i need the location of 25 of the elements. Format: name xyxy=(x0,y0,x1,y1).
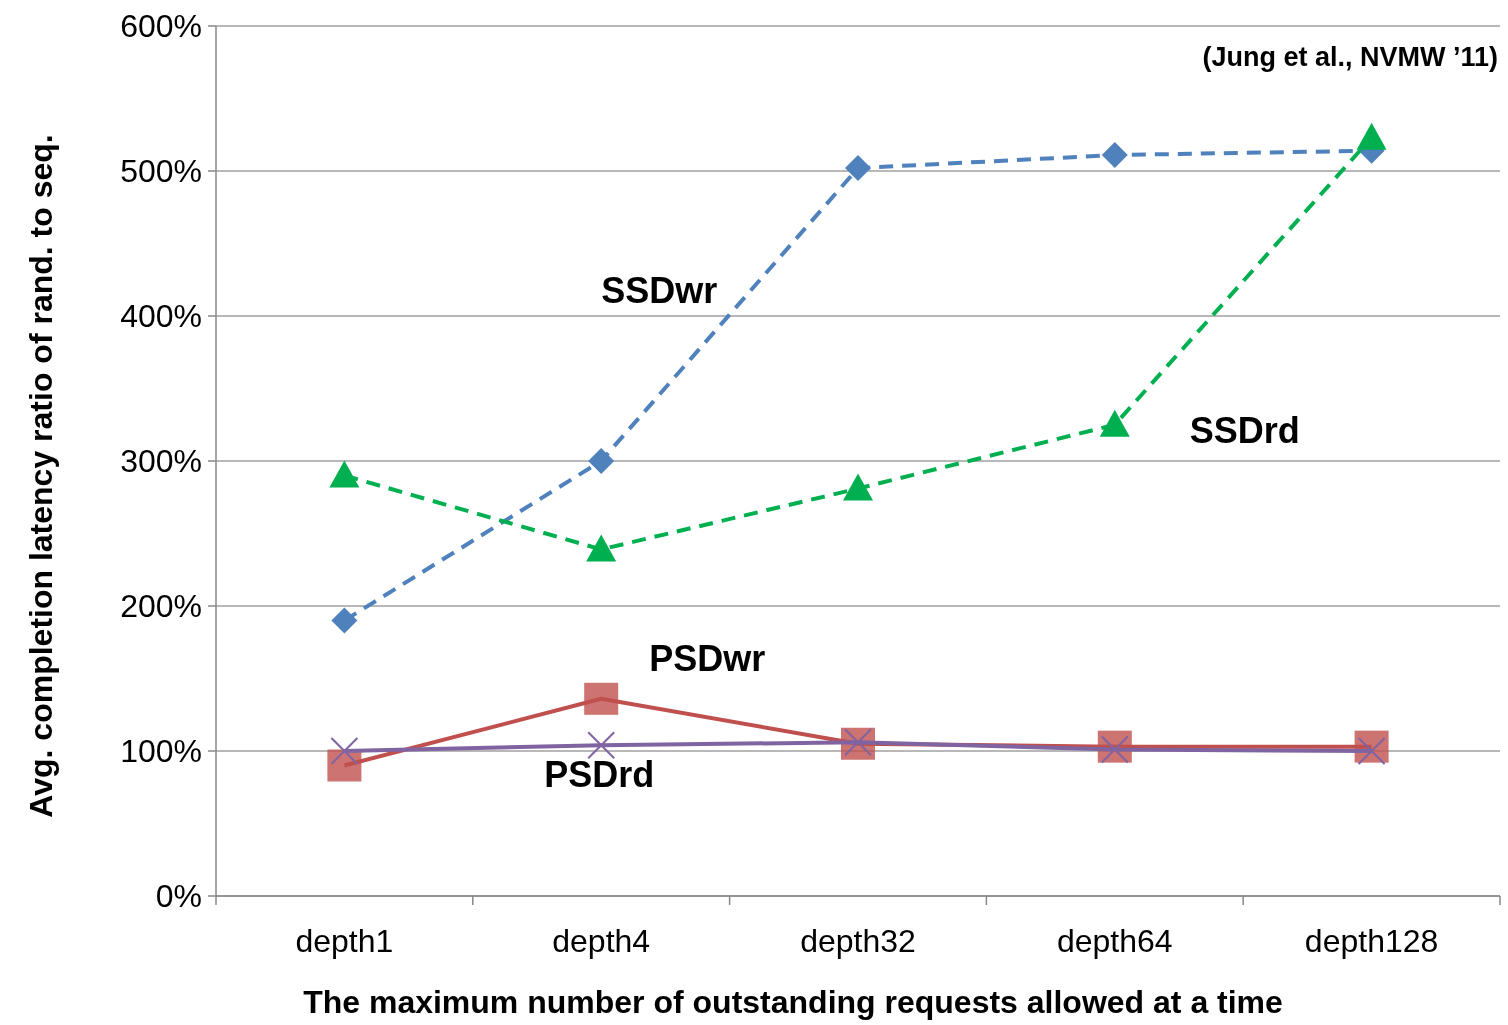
y-tick-label: 400% xyxy=(120,298,202,335)
series-label: PSDwr xyxy=(649,637,766,679)
x-axis-title: The maximum number of outstanding requests allowed at a time xyxy=(303,984,1283,1020)
x-tick-label: depth128 xyxy=(1304,923,1439,959)
point xyxy=(586,534,617,562)
series-label: PSDrd xyxy=(544,754,655,796)
y-tick-label: 500% xyxy=(120,153,202,190)
y-tick-label: 600% xyxy=(120,8,202,45)
x-tick-label: depth1 xyxy=(295,923,394,959)
y-tick-label: 0% xyxy=(155,878,202,915)
x-tick-label: depth4 xyxy=(552,923,651,959)
annotation: (Jung et al., NVMW ’11) xyxy=(1202,42,1498,72)
series-label: SSDrd xyxy=(1189,409,1300,451)
y-axis-title: Avg. completion latency ratio of rand. to seq. xyxy=(23,134,59,818)
x-tick-label: depth32 xyxy=(800,923,916,959)
series-label: SSDwr xyxy=(601,270,718,311)
point xyxy=(329,460,360,488)
point xyxy=(1099,409,1130,437)
point xyxy=(1356,122,1387,150)
x-tick-label: depth64 xyxy=(1056,923,1173,959)
point xyxy=(587,731,616,760)
point xyxy=(843,473,873,501)
y-tick-label: 200% xyxy=(120,588,202,625)
y-tick-label: 100% xyxy=(120,733,202,770)
y-tick-label: 300% xyxy=(120,443,202,480)
